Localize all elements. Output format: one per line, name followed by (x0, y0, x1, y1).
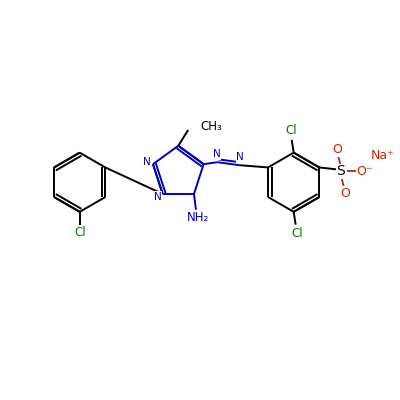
Text: Cl: Cl (285, 124, 296, 138)
Text: O: O (340, 186, 350, 200)
Text: S: S (337, 164, 345, 178)
Text: Na⁺: Na⁺ (370, 149, 394, 162)
Text: N: N (236, 152, 244, 162)
Text: N: N (143, 157, 151, 167)
Text: NH₂: NH₂ (187, 211, 209, 224)
Text: Cl: Cl (74, 226, 86, 239)
Text: Cl: Cl (292, 227, 304, 240)
Text: O: O (332, 143, 342, 156)
Text: N: N (212, 149, 220, 159)
Text: O⁻: O⁻ (356, 165, 373, 178)
Text: N: N (154, 192, 162, 202)
Text: CH₃: CH₃ (200, 120, 222, 132)
